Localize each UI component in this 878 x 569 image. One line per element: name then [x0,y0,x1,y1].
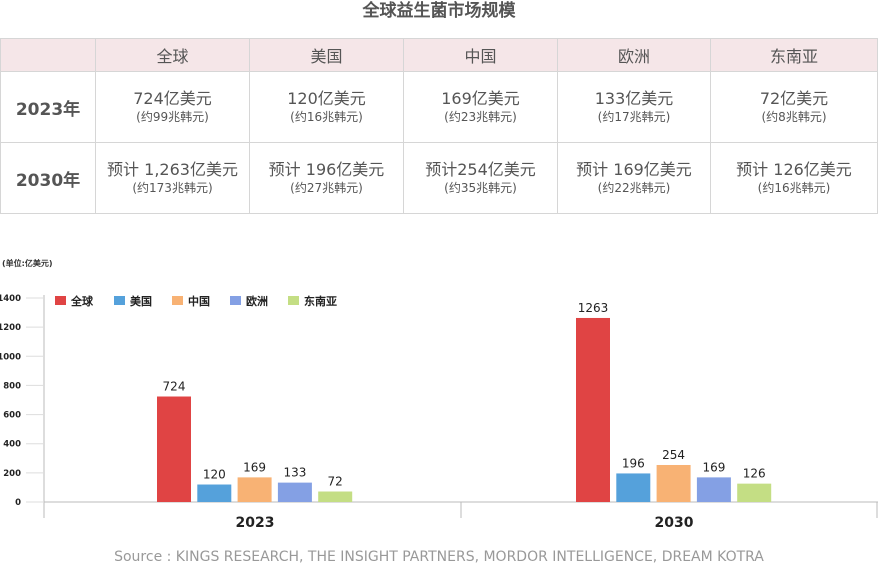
krw-value: (约99兆韩元) [136,110,209,124]
table-header-row: 全球 美国 中国 欧洲 东南亚 [0,38,878,72]
bar-美国 [197,484,232,502]
header-cell: 美国 [249,38,404,72]
x-category-label: 2030 [655,515,694,531]
bar-全球 [157,396,191,502]
value-cell: 预计 126亿美元 (约16兆韩元) [710,142,878,214]
legend-swatch [55,296,66,305]
header-cell: 东南亚 [710,38,878,72]
page-title: 全球益生菌市场规模 [362,1,516,21]
year-cell: 2023年 [0,71,96,143]
market-size-table: 全球 美国 中国 欧洲 东南亚 2023年 724亿美元 (约99兆韩元) 120亿美… [0,38,878,214]
value-cell: 预计 1,263亿美元 (约173兆韩元) [95,142,250,214]
value-cell: 预计254亿美元 (约35兆韩元) [403,142,558,214]
data-label: 169 [702,460,725,474]
value-cell: 169亿美元 (约23兆韩元) [403,71,558,143]
krw-value: (约16兆韩元) [757,181,831,195]
value-cell: 预计 196亿美元 (约27兆韩元) [249,142,404,214]
legend-swatch [230,296,241,305]
krw-value: (约173兆韩元) [132,181,213,195]
usd-value: 预计254亿美元 [425,160,536,179]
legend-label: 欧洲 [246,294,268,308]
y-tick-label: 1000 [0,352,21,362]
bar-欧洲 [277,482,312,502]
unit-label: (单位:亿美元) [2,258,53,268]
usd-value: 72亿美元 [759,89,829,108]
data-label: 254 [662,448,685,462]
krw-value: (约23兆韩元) [444,110,517,124]
legend-swatch [172,296,183,305]
bar-中国 [237,477,272,502]
krw-value: (约8兆韩元) [761,110,827,124]
x-category-label: 2023 [236,515,275,531]
legend-label: 中国 [188,294,210,308]
value-cell: 724亿美元 (约99兆韩元) [95,71,250,143]
table-row: 2030年 预计 1,263亿美元 (约173兆韩元) 预计 196亿美元 (约27兆韩… [0,142,878,214]
usd-value: 预计 126亿美元 [736,160,852,179]
header-cell [0,38,96,72]
y-tick-label: 1400 [0,294,21,304]
legend-label: 东南亚 [304,294,337,308]
data-label: 120 [203,468,226,482]
usd-value: 预计 169亿美元 [576,160,692,179]
table-row: 2023年 724亿美元 (约99兆韩元) 120亿美元 (约16兆韩元) 169亿美元 (… [0,71,878,143]
krw-value: (约35兆韩元) [444,181,517,195]
bar-东南亚 [737,483,772,502]
bar-chart: (单位:亿美元) 0 200 400 600 800 1000 1200 1400 全球 美国 中国 欧… [0,258,878,531]
source-note: Source : KINGS RESEARCH, THE INSIGHT PAR… [114,549,764,565]
usd-value: 120亿美元 [287,89,366,108]
bar-美国 [616,473,651,502]
y-tick-label: 1200 [0,323,21,333]
y-tick-label: 600 [3,411,21,421]
bar-全球 [576,317,610,502]
usd-value: 预计 196亿美元 [268,160,385,179]
value-cell: 133亿美元 (约17兆韩元) [557,71,711,143]
header-cell: 全球 [95,38,250,72]
bar-欧洲 [696,477,731,502]
legend-swatch [288,296,299,305]
bar-中国 [656,464,691,502]
data-label: 72 [328,475,343,489]
data-label: 724 [163,380,186,394]
bar-东南亚 [318,491,353,502]
header-cell: 欧洲 [557,38,711,72]
value-cell: 120亿美元 (约16兆韩元) [249,71,404,143]
data-label: 196 [622,456,645,470]
year-cell: 2030年 [0,142,96,214]
value-cell: 预计 169亿美元 (约22兆韩元) [557,142,711,214]
legend-label: 全球 [70,294,94,308]
header-cell: 中国 [403,38,558,72]
y-tick-label: 0 [15,498,21,508]
data-label: 1263 [578,301,609,315]
usd-value: 724亿美元 [133,89,212,108]
usd-value: 133亿美元 [594,89,674,108]
data-label: 169 [243,460,266,474]
krw-value: (约17兆韩元) [597,110,671,124]
usd-value: 预计 1,263亿美元 [107,160,238,179]
krw-value: (约27兆韩元) [290,181,363,195]
krw-value: (约22兆韩元) [597,181,671,195]
value-cell: 72亿美元 (约8兆韩元) [710,71,878,143]
data-label: 126 [743,467,766,481]
legend-swatch [114,296,125,305]
y-tick-label: 800 [3,381,21,391]
krw-value: (约16兆韩元) [290,110,363,124]
y-tick-label: 200 [3,469,21,479]
data-label: 133 [283,466,306,480]
usd-value: 169亿美元 [441,89,520,108]
y-tick-label: 400 [3,440,21,450]
legend-label: 美国 [130,294,152,308]
